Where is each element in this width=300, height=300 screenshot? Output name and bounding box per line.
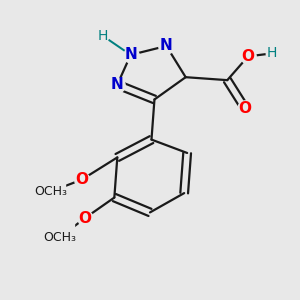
Text: O: O bbox=[242, 49, 255, 64]
Text: N: N bbox=[160, 38, 173, 53]
Text: O: O bbox=[78, 211, 91, 226]
Text: O: O bbox=[75, 172, 88, 187]
Text: N: N bbox=[124, 47, 137, 62]
Text: H: H bbox=[267, 46, 277, 60]
Text: O: O bbox=[238, 101, 252, 116]
Text: N: N bbox=[111, 77, 124, 92]
Text: OCH₃: OCH₃ bbox=[34, 185, 67, 198]
Text: OCH₃: OCH₃ bbox=[43, 231, 76, 244]
Text: H: H bbox=[97, 28, 108, 43]
